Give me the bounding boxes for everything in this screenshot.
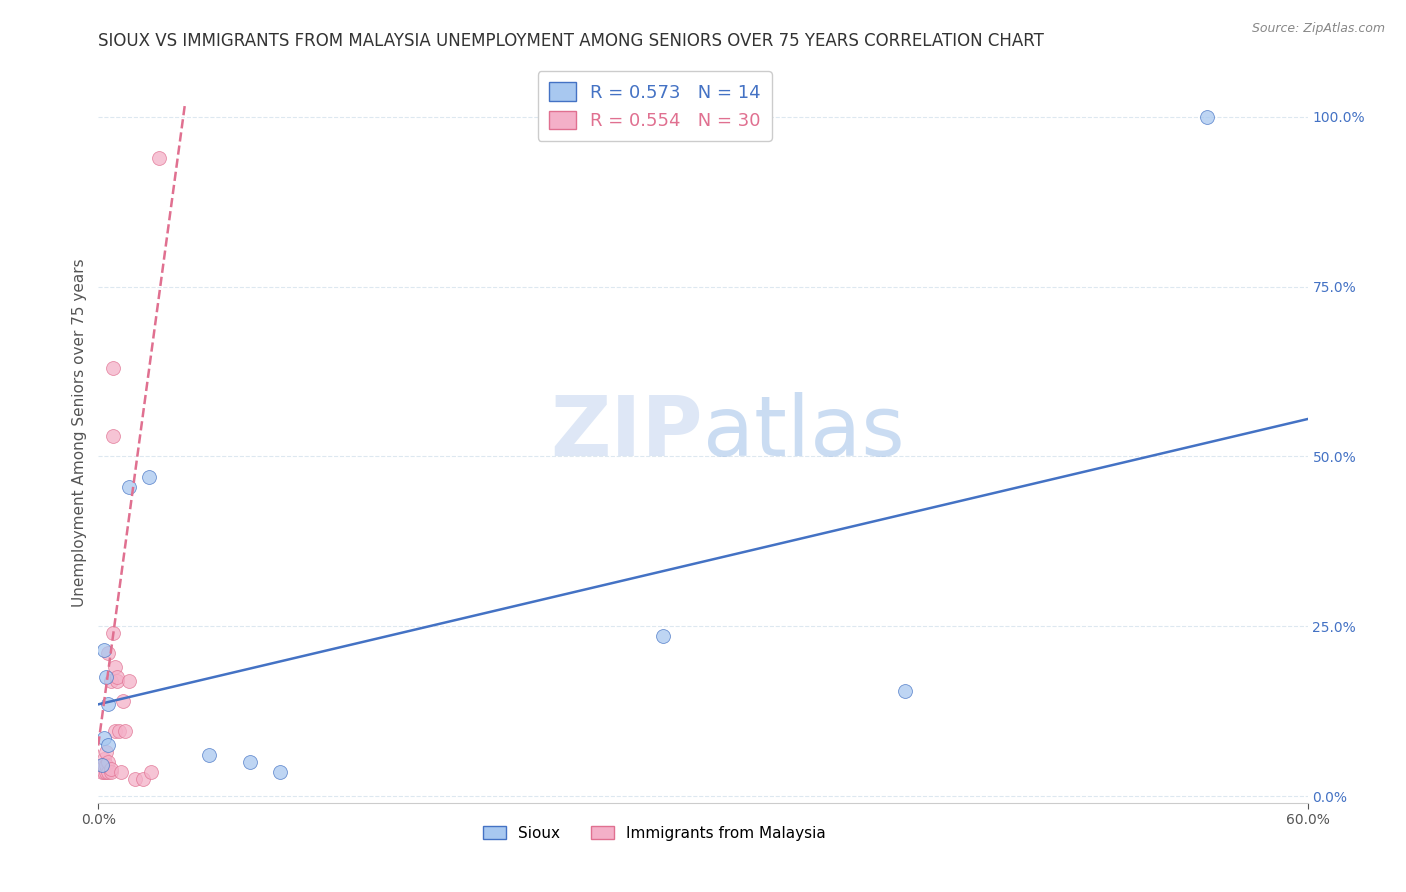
Point <box>105 670 128 684</box>
Point <box>91 758 114 772</box>
Point <box>138 469 160 483</box>
Point <box>893 683 915 698</box>
Point <box>101 361 124 376</box>
Point <box>93 758 115 772</box>
Text: atlas: atlas <box>703 392 904 473</box>
Point <box>651 629 673 643</box>
Point <box>107 724 129 739</box>
Y-axis label: Unemployment Among Seniors over 75 years: Unemployment Among Seniors over 75 years <box>72 259 87 607</box>
Point <box>111 694 134 708</box>
Text: SIOUX VS IMMIGRANTS FROM MALAYSIA UNEMPLOYMENT AMONG SENIORS OVER 75 YEARS CORRE: SIOUX VS IMMIGRANTS FROM MALAYSIA UNEMPL… <box>98 32 1045 50</box>
Point <box>91 758 114 772</box>
Point <box>96 745 118 759</box>
Point <box>100 673 122 688</box>
Text: ZIP: ZIP <box>551 392 703 473</box>
Point <box>93 765 115 780</box>
Point <box>139 765 162 780</box>
Point <box>118 673 141 688</box>
Point <box>93 752 115 766</box>
Point <box>96 670 118 684</box>
Point <box>148 151 170 165</box>
Point <box>110 765 132 780</box>
Point <box>97 646 120 660</box>
Point <box>101 429 124 443</box>
Point <box>124 772 146 786</box>
Point <box>97 698 120 712</box>
Point <box>96 758 118 772</box>
Point <box>239 755 262 769</box>
Point <box>198 748 221 763</box>
Point <box>93 643 115 657</box>
Point <box>103 724 125 739</box>
Point <box>1195 110 1218 124</box>
Point <box>97 765 120 780</box>
Point <box>93 731 115 746</box>
Point <box>118 480 141 494</box>
Point <box>100 765 122 780</box>
Point <box>96 765 118 780</box>
Point <box>100 762 122 776</box>
Text: Source: ZipAtlas.com: Source: ZipAtlas.com <box>1251 22 1385 36</box>
Point <box>97 755 120 769</box>
Point <box>105 673 128 688</box>
Point <box>269 765 291 780</box>
Point <box>91 765 114 780</box>
Legend: Sioux, Immigrants from Malaysia: Sioux, Immigrants from Malaysia <box>477 820 832 847</box>
Point <box>103 660 125 674</box>
Point <box>97 738 120 752</box>
Point <box>114 724 136 739</box>
Point <box>101 626 124 640</box>
Point <box>132 772 155 786</box>
